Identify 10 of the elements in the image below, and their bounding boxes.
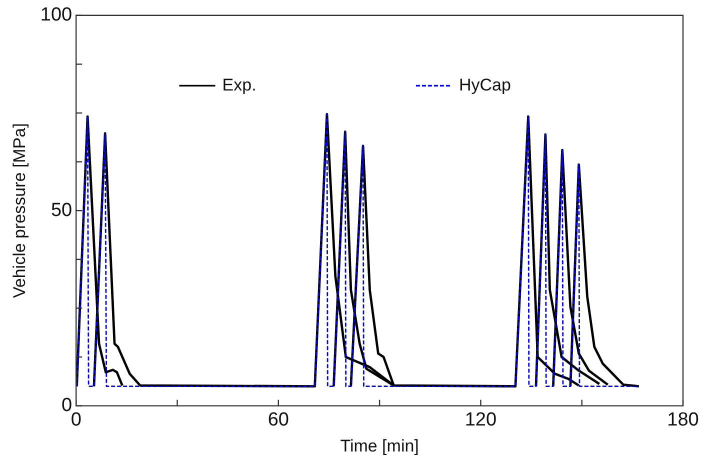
legend-label: HyCap — [458, 75, 511, 94]
y-tick-label: 0 — [62, 395, 72, 416]
x-tick-label: 180 — [667, 409, 699, 430]
legend-label: Exp. — [222, 75, 256, 94]
y-axis-title: Vehicle pressure [MPa] — [10, 123, 29, 298]
x-axis-title: Time [min] — [340, 436, 419, 456]
x-tick-label: 60 — [268, 409, 289, 430]
x-tick-label: 120 — [464, 409, 497, 430]
y-tick-label: 50 — [50, 200, 72, 221]
y-tick-label: 100 — [40, 4, 72, 26]
